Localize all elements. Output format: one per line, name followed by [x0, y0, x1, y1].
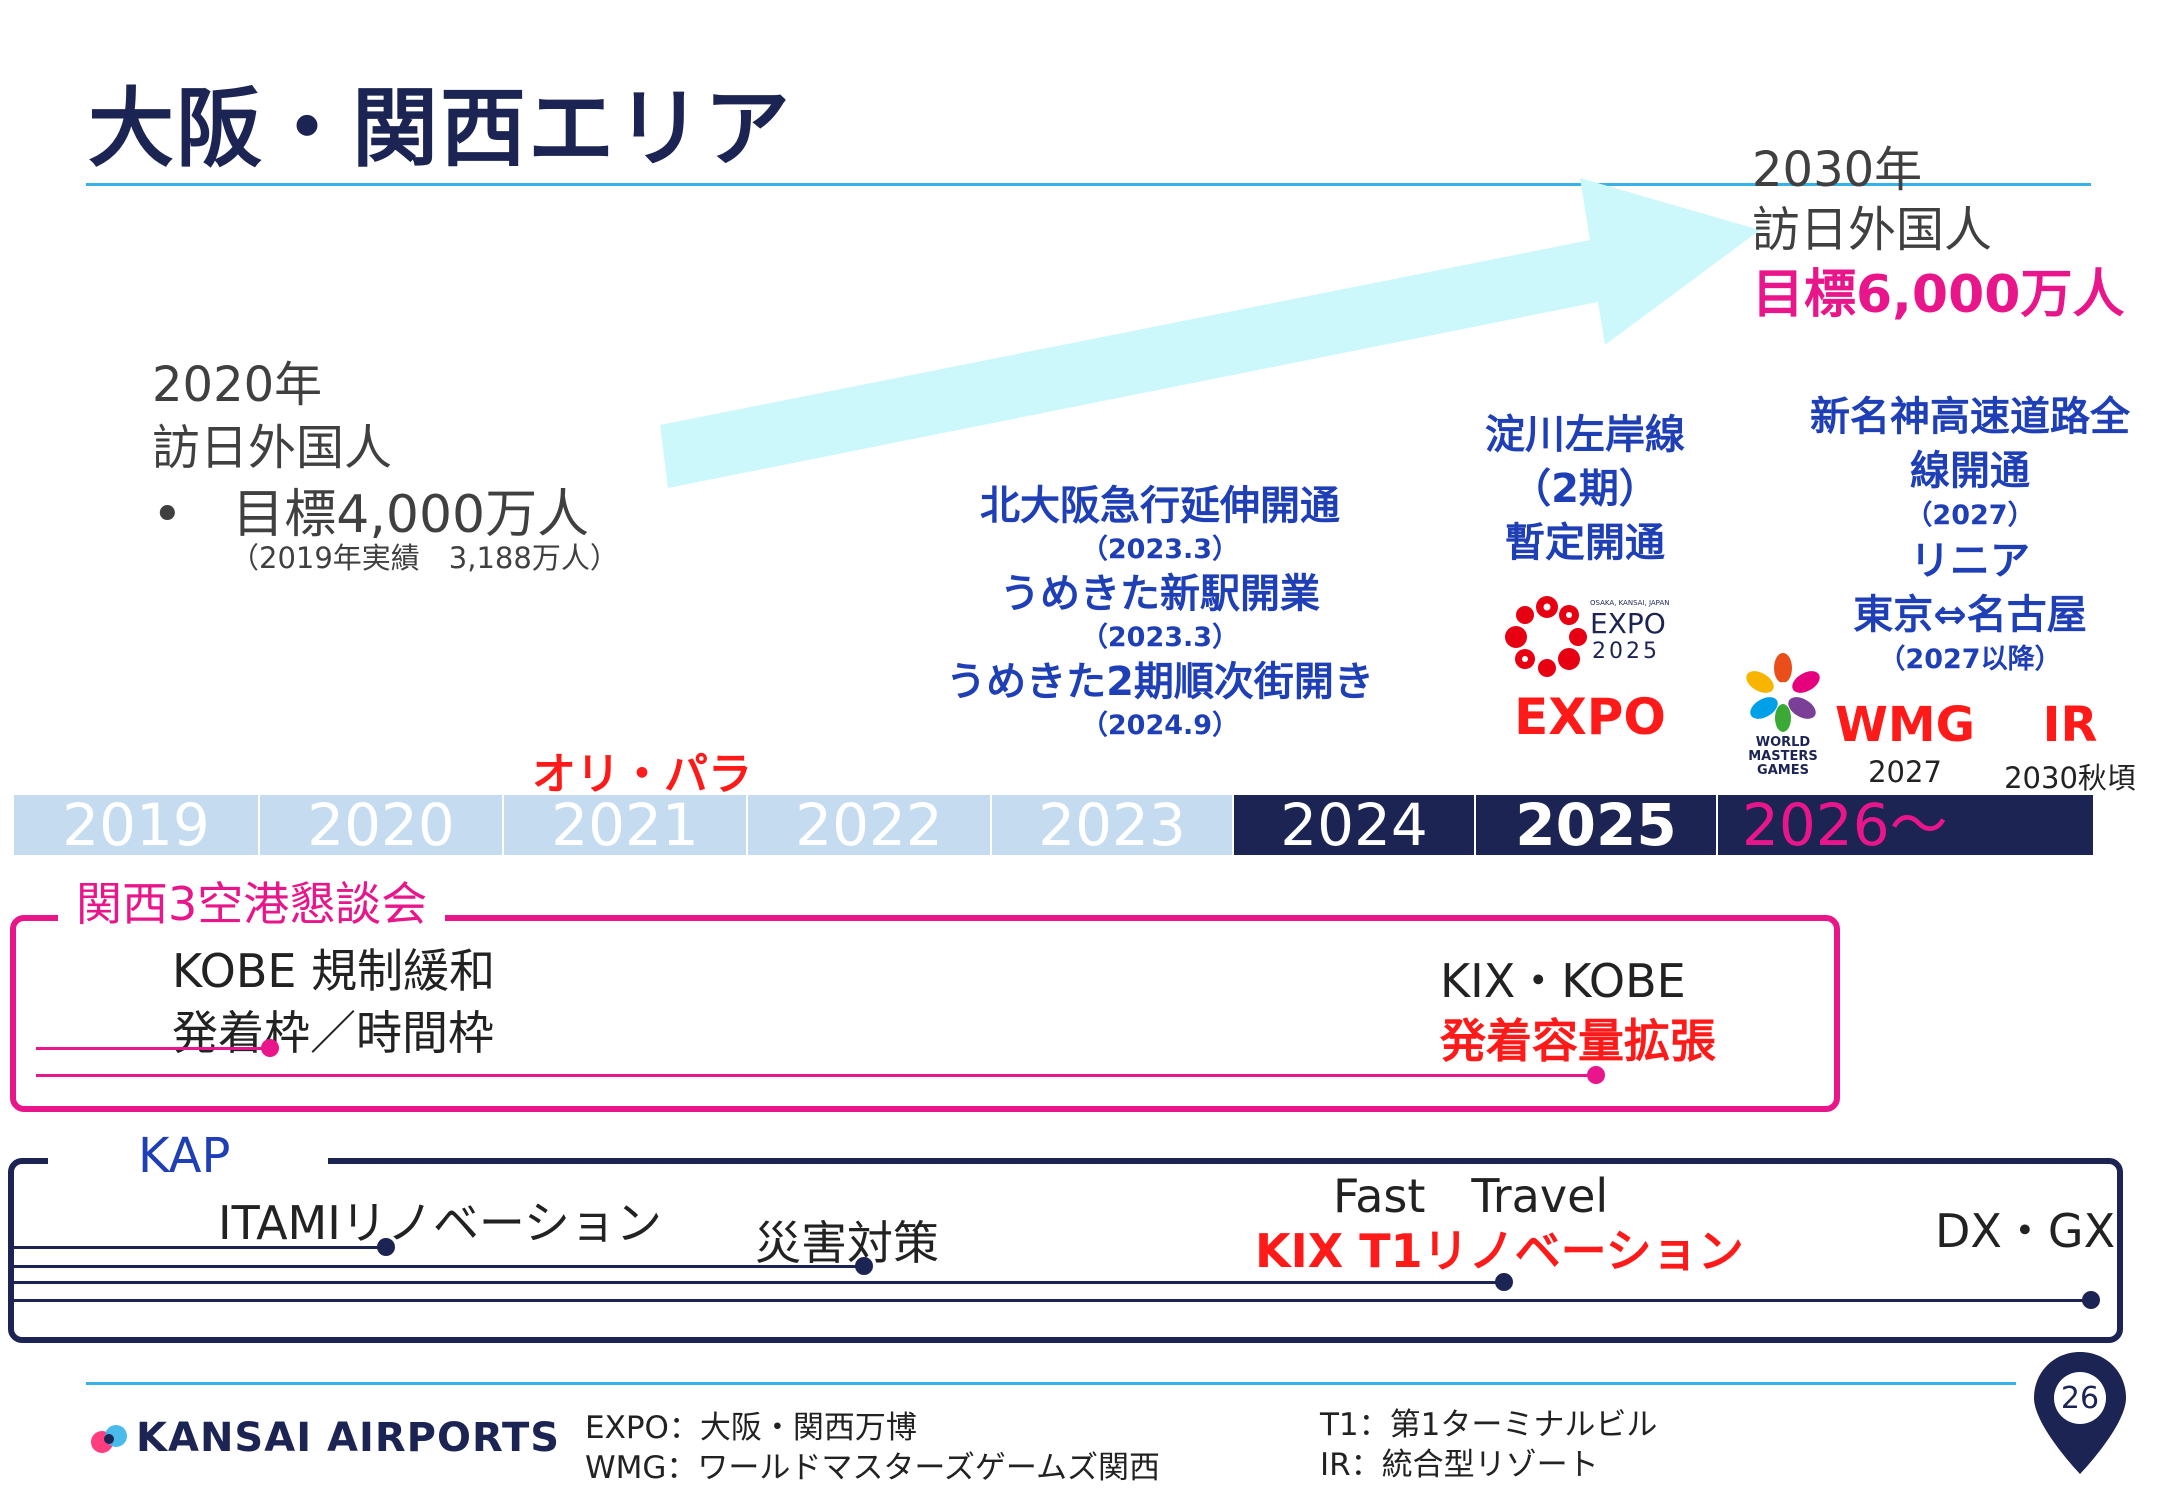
yodogawa-line-1: 淀川左岸線 — [1485, 412, 1685, 458]
ir-label: IR — [2042, 697, 2098, 753]
event-umekita-station-date: （2023.3） — [1080, 622, 1240, 653]
wmg-logo-text-2: MASTERS — [1748, 749, 1818, 764]
shinmeishin-date: （2027） — [1905, 500, 2035, 531]
year-2021: 2021 — [504, 795, 746, 855]
page-number: 26 — [2060, 1381, 2100, 1416]
kobe-milestone-dot — [261, 1039, 279, 1057]
kansai-council-box — [10, 915, 1840, 1112]
event-kita-osaka: 北大阪急行延伸開通 — [980, 483, 1340, 529]
year-2024: 2024 — [1234, 795, 1474, 855]
itami-timeline — [14, 1246, 386, 1249]
dx-gx-milestone-dot — [2082, 1291, 2100, 1309]
event-kita-osaka-date: （2023.3） — [1080, 534, 1240, 565]
railway-events: 北大阪急行延伸開通 （2023.3） うめきた新駅開業 （2023.3） うめき… — [900, 480, 1420, 744]
linear-date: （2027以降） — [1878, 644, 2062, 675]
disaster-measures: 災害対策 — [755, 1216, 939, 1270]
kansai-council-title: 関西3空港懇談会 — [58, 868, 446, 934]
kansai-airports-logo-text: KANSAI AIRPORTS — [136, 1415, 561, 1461]
kix-t1-milestone-dot — [1495, 1273, 1513, 1291]
expo-logo-word: EXPO — [1590, 607, 1666, 640]
year-2026-onward: 2026～ — [1718, 795, 2093, 855]
wmg-logo-text: WORLD MASTERS GAMES — [1740, 736, 1826, 778]
expo-logo-small-text: OSAKA, KANSAI, JAPAN — [1590, 599, 1670, 607]
target-2030-goal: 目標6,000万人 — [1752, 265, 2125, 325]
kobe-deregulation: KOBE 規制緩和 — [172, 944, 496, 998]
expo-logo: OSAKA, KANSAI, JAPAN EXPO 2025 — [1505, 595, 1680, 680]
kobe-slots: 発着枠／時間枠 — [172, 1006, 494, 1060]
shinmeishin-linear-events: 新名神高速道路全 線開通 （2027） リニア 東京⇔名古屋 （2027以降） — [1765, 390, 2167, 678]
expo-ring-icon — [1505, 596, 1587, 677]
target-2020-year: 2020年 — [152, 357, 323, 413]
wmg-logo: WORLD MASTERS GAMES — [1740, 652, 1826, 778]
kansai-airports-mark-icon — [91, 1425, 127, 1453]
year-2022: 2022 — [748, 795, 990, 855]
ir-year: 2030秋頃 — [2004, 761, 2136, 795]
target-2020-actual: （2019年実績 3,188万人） — [230, 541, 619, 575]
kix-kobe: KIX・KOBE — [1440, 954, 1686, 1008]
target-2030-label: 訪日外国人 — [1752, 202, 1993, 258]
target-2030-year: 2030年 — [1752, 142, 1923, 198]
linear-label: リニア — [1910, 538, 2030, 584]
kix-t1-timeline — [14, 1281, 1504, 1284]
shinmeishin-line-2: 線開通 — [1910, 448, 2030, 494]
year-2019: 2019 — [14, 795, 258, 855]
footnote-left: EXPO：大阪・関西万博 WMG：ワールドマスターズゲームズ関西 — [585, 1408, 1160, 1488]
kobe-timeline — [36, 1047, 270, 1050]
yodogawa-line-2: （2期） — [1511, 466, 1659, 512]
footer-rule — [86, 1382, 2016, 1385]
itami-renovation: ITAMIリノベーション — [218, 1196, 662, 1250]
expo-logo-year: 2025 — [1592, 639, 1660, 664]
target-2020-goal-text: 目標4,000万人 — [232, 485, 590, 545]
kap-box — [8, 1158, 2123, 1343]
location-pin-icon — [2034, 1352, 2126, 1474]
capacity-milestone-dot — [1587, 1066, 1605, 1084]
wmg-flower-icon — [1746, 653, 1820, 732]
wmg-year: 2027 — [1868, 755, 1942, 789]
target-2020-goal: • 目標4,000万人 — [152, 472, 589, 547]
year-2020: 2020 — [260, 795, 502, 855]
yodogawa-line-3: 暫定開通 — [1505, 520, 1665, 566]
kap-title: KAP — [48, 1128, 328, 1184]
event-umekita-phase2: うめきた2期順次街開き — [946, 659, 1374, 705]
disaster-timeline — [14, 1265, 864, 1268]
page-title: 大阪・関西エリア — [88, 79, 792, 179]
footnote-wmg: WMG：ワールドマスターズゲームズ関西 — [585, 1450, 1160, 1486]
wmg-logo-text-3: GAMES — [1757, 763, 1809, 778]
capacity-timeline — [36, 1074, 1596, 1077]
capacity-expansion: 発着容量拡張 — [1440, 1014, 1716, 1068]
linear-route: 東京⇔名古屋 — [1853, 592, 2087, 638]
kansai-airports-logo: KANSAI AIRPORTS — [88, 1415, 560, 1461]
footnote-expo: EXPO：大阪・関西万博 — [585, 1410, 917, 1446]
shinmeishin-line-1: 新名神高速道路全 — [1810, 394, 2130, 440]
footnote-right: T1：第1ターミナルビル IR：統合型リゾート — [1320, 1405, 1657, 1485]
disaster-milestone-dot — [855, 1257, 873, 1275]
year-2023: 2023 — [992, 795, 1232, 855]
kix-t1-renovation: KIX T1リノベーション — [1255, 1224, 1744, 1278]
fast-travel: Fast Travel — [1333, 1169, 1609, 1223]
footnote-ir: IR：統合型リゾート — [1320, 1447, 1599, 1483]
page-number-badge: 26 — [2030, 1348, 2130, 1478]
dx-gx-timeline — [14, 1299, 2091, 1302]
itami-milestone-dot — [377, 1238, 395, 1256]
olympics-label: オリ・パラ — [532, 749, 752, 800]
wmg-logo-text-1: WORLD — [1755, 735, 1811, 750]
wmg-label: WMG — [1834, 697, 1976, 753]
bullet-icon: • — [152, 485, 233, 545]
expo-label: EXPO — [1514, 688, 1666, 746]
yodogawa-event: 淀川左岸線 （2期） 暫定開通 — [1450, 408, 1720, 570]
year-2025: 2025 — [1476, 795, 1716, 855]
event-umekita-phase2-date: （2024.9） — [1080, 710, 1240, 741]
footnote-t1: T1：第1ターミナルビル — [1320, 1407, 1658, 1443]
event-umekita-station: うめきた新駅開業 — [1000, 571, 1320, 617]
dx-gx: DX・GX — [1935, 1204, 2116, 1258]
target-2020-label: 訪日外国人 — [152, 420, 393, 476]
